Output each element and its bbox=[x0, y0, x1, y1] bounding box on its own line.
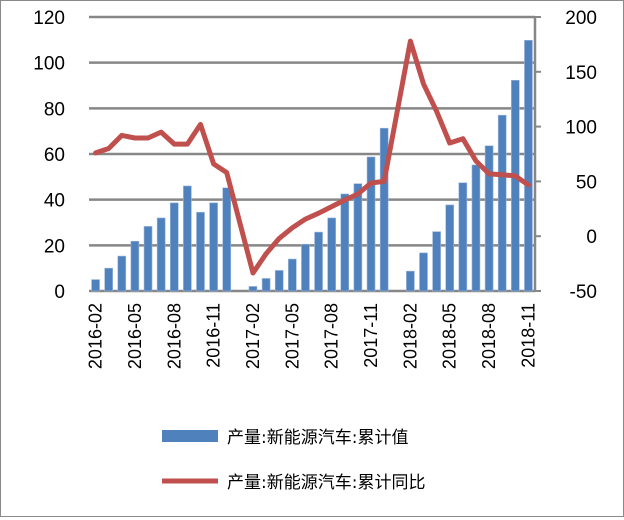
bar bbox=[183, 185, 192, 292]
bar bbox=[196, 211, 205, 292]
bar bbox=[379, 127, 389, 292]
left-axis-tick-label: 100 bbox=[33, 54, 65, 75]
x-axis-tick-label: 2018-11 bbox=[518, 303, 538, 368]
bar bbox=[458, 182, 468, 292]
right-axis-tick-label: 50 bbox=[576, 172, 597, 193]
bar bbox=[406, 270, 415, 292]
bar bbox=[524, 39, 533, 292]
legend-swatch-bar bbox=[162, 430, 218, 442]
bar bbox=[248, 286, 258, 292]
bar bbox=[143, 226, 153, 292]
x-axis-tick-label: 2017-02 bbox=[243, 303, 263, 369]
legend-label-line: 产量:新能源汽车:累计同比 bbox=[227, 473, 425, 493]
bar bbox=[471, 164, 481, 292]
bar bbox=[419, 252, 428, 292]
bar bbox=[169, 202, 179, 292]
bar bbox=[327, 217, 336, 292]
x-axis-tick-label: 2016-05 bbox=[125, 303, 145, 369]
x-axis-tick-label: 2018-02 bbox=[400, 303, 420, 369]
bar bbox=[91, 279, 100, 292]
right-axis-tick-label: 150 bbox=[565, 63, 597, 84]
bar bbox=[366, 156, 376, 292]
bar bbox=[288, 258, 297, 292]
bar bbox=[497, 114, 507, 292]
bar bbox=[222, 187, 232, 292]
left-axis-tick-label: 80 bbox=[44, 99, 65, 120]
bar bbox=[484, 145, 494, 292]
x-axis-tick-label: 2017-08 bbox=[322, 303, 342, 369]
right-axis-tick-label: 100 bbox=[565, 118, 597, 139]
bar bbox=[432, 231, 441, 292]
x-axis-tick-label: 2018-05 bbox=[440, 303, 460, 369]
right-axis-tick-label: -50 bbox=[570, 282, 597, 303]
bar bbox=[117, 255, 127, 292]
left-axis-tick-label: 60 bbox=[44, 145, 65, 166]
bar bbox=[445, 204, 455, 292]
left-axis-tick-label: 40 bbox=[44, 191, 65, 212]
x-axis-tick-label: 2016-11 bbox=[204, 303, 224, 368]
bar bbox=[104, 267, 113, 292]
right-axis-tick-label: 200 bbox=[565, 8, 597, 29]
bar bbox=[156, 217, 166, 292]
bar bbox=[340, 193, 350, 292]
line-series bbox=[93, 38, 531, 276]
right-axis-tick-label: 0 bbox=[586, 227, 597, 248]
x-axis-tick-label: 2018-08 bbox=[479, 303, 499, 369]
left-axis-tick-label: 120 bbox=[33, 8, 65, 29]
bar bbox=[353, 183, 363, 292]
x-axis-tick-label: 2016-02 bbox=[86, 303, 106, 369]
x-axis-tick-label: 2017-05 bbox=[282, 303, 302, 369]
left-axis-tick-label: 20 bbox=[44, 236, 65, 257]
bar bbox=[261, 278, 271, 292]
left-axis-tick-label: 0 bbox=[54, 282, 65, 303]
bar bbox=[130, 240, 140, 292]
x-axis-tick-label: 2016-08 bbox=[164, 303, 184, 369]
bar bbox=[511, 79, 520, 292]
legend-label-bar: 产量:新能源汽车:累计值 bbox=[227, 428, 408, 448]
bar bbox=[209, 202, 218, 292]
bar bbox=[274, 270, 284, 292]
bar bbox=[314, 231, 323, 292]
bar bbox=[301, 243, 310, 292]
x-axis-tick-label: 2017-11 bbox=[361, 303, 381, 368]
